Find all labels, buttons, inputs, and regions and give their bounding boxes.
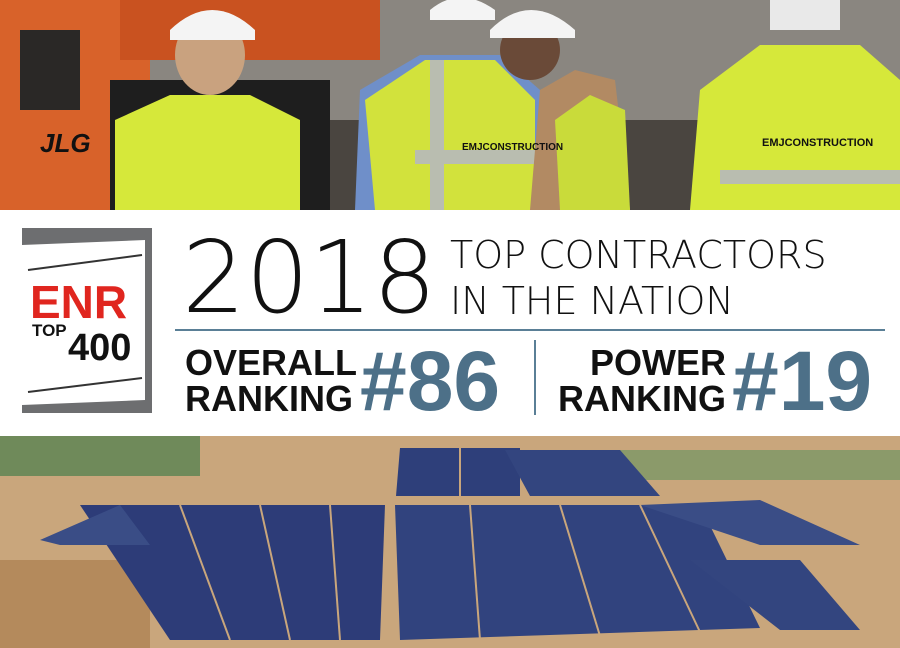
ranking-value: #86	[360, 334, 500, 428]
photo-workers: JLG EMJCONSTRUCTION EMJCONSTRUCTION	[0, 0, 900, 210]
machine-label: JLG	[40, 128, 91, 158]
headline-line2: IN THE NATION	[450, 279, 734, 323]
logo-brand: ENR	[30, 276, 127, 328]
headline-line1: TOP CONTRACTORS	[450, 233, 827, 277]
ranking-label: POWER	[590, 342, 726, 383]
ranking-value: #19	[732, 334, 872, 428]
photo-solar-farm	[0, 436, 900, 648]
ranking-label: RANKING	[185, 378, 353, 419]
logo-top: TOP	[32, 321, 67, 340]
vest-label: EMJCONSTRUCTION	[762, 137, 873, 149]
vest-label: EMJCONSTRUCTION	[462, 142, 563, 153]
enr-logo: ENR TOP 400	[22, 228, 152, 413]
logo-number: 400	[68, 327, 131, 369]
ranking-label: RANKING	[558, 378, 726, 419]
ranking-label: OVERALL	[185, 342, 357, 383]
year: 2018	[182, 219, 437, 336]
